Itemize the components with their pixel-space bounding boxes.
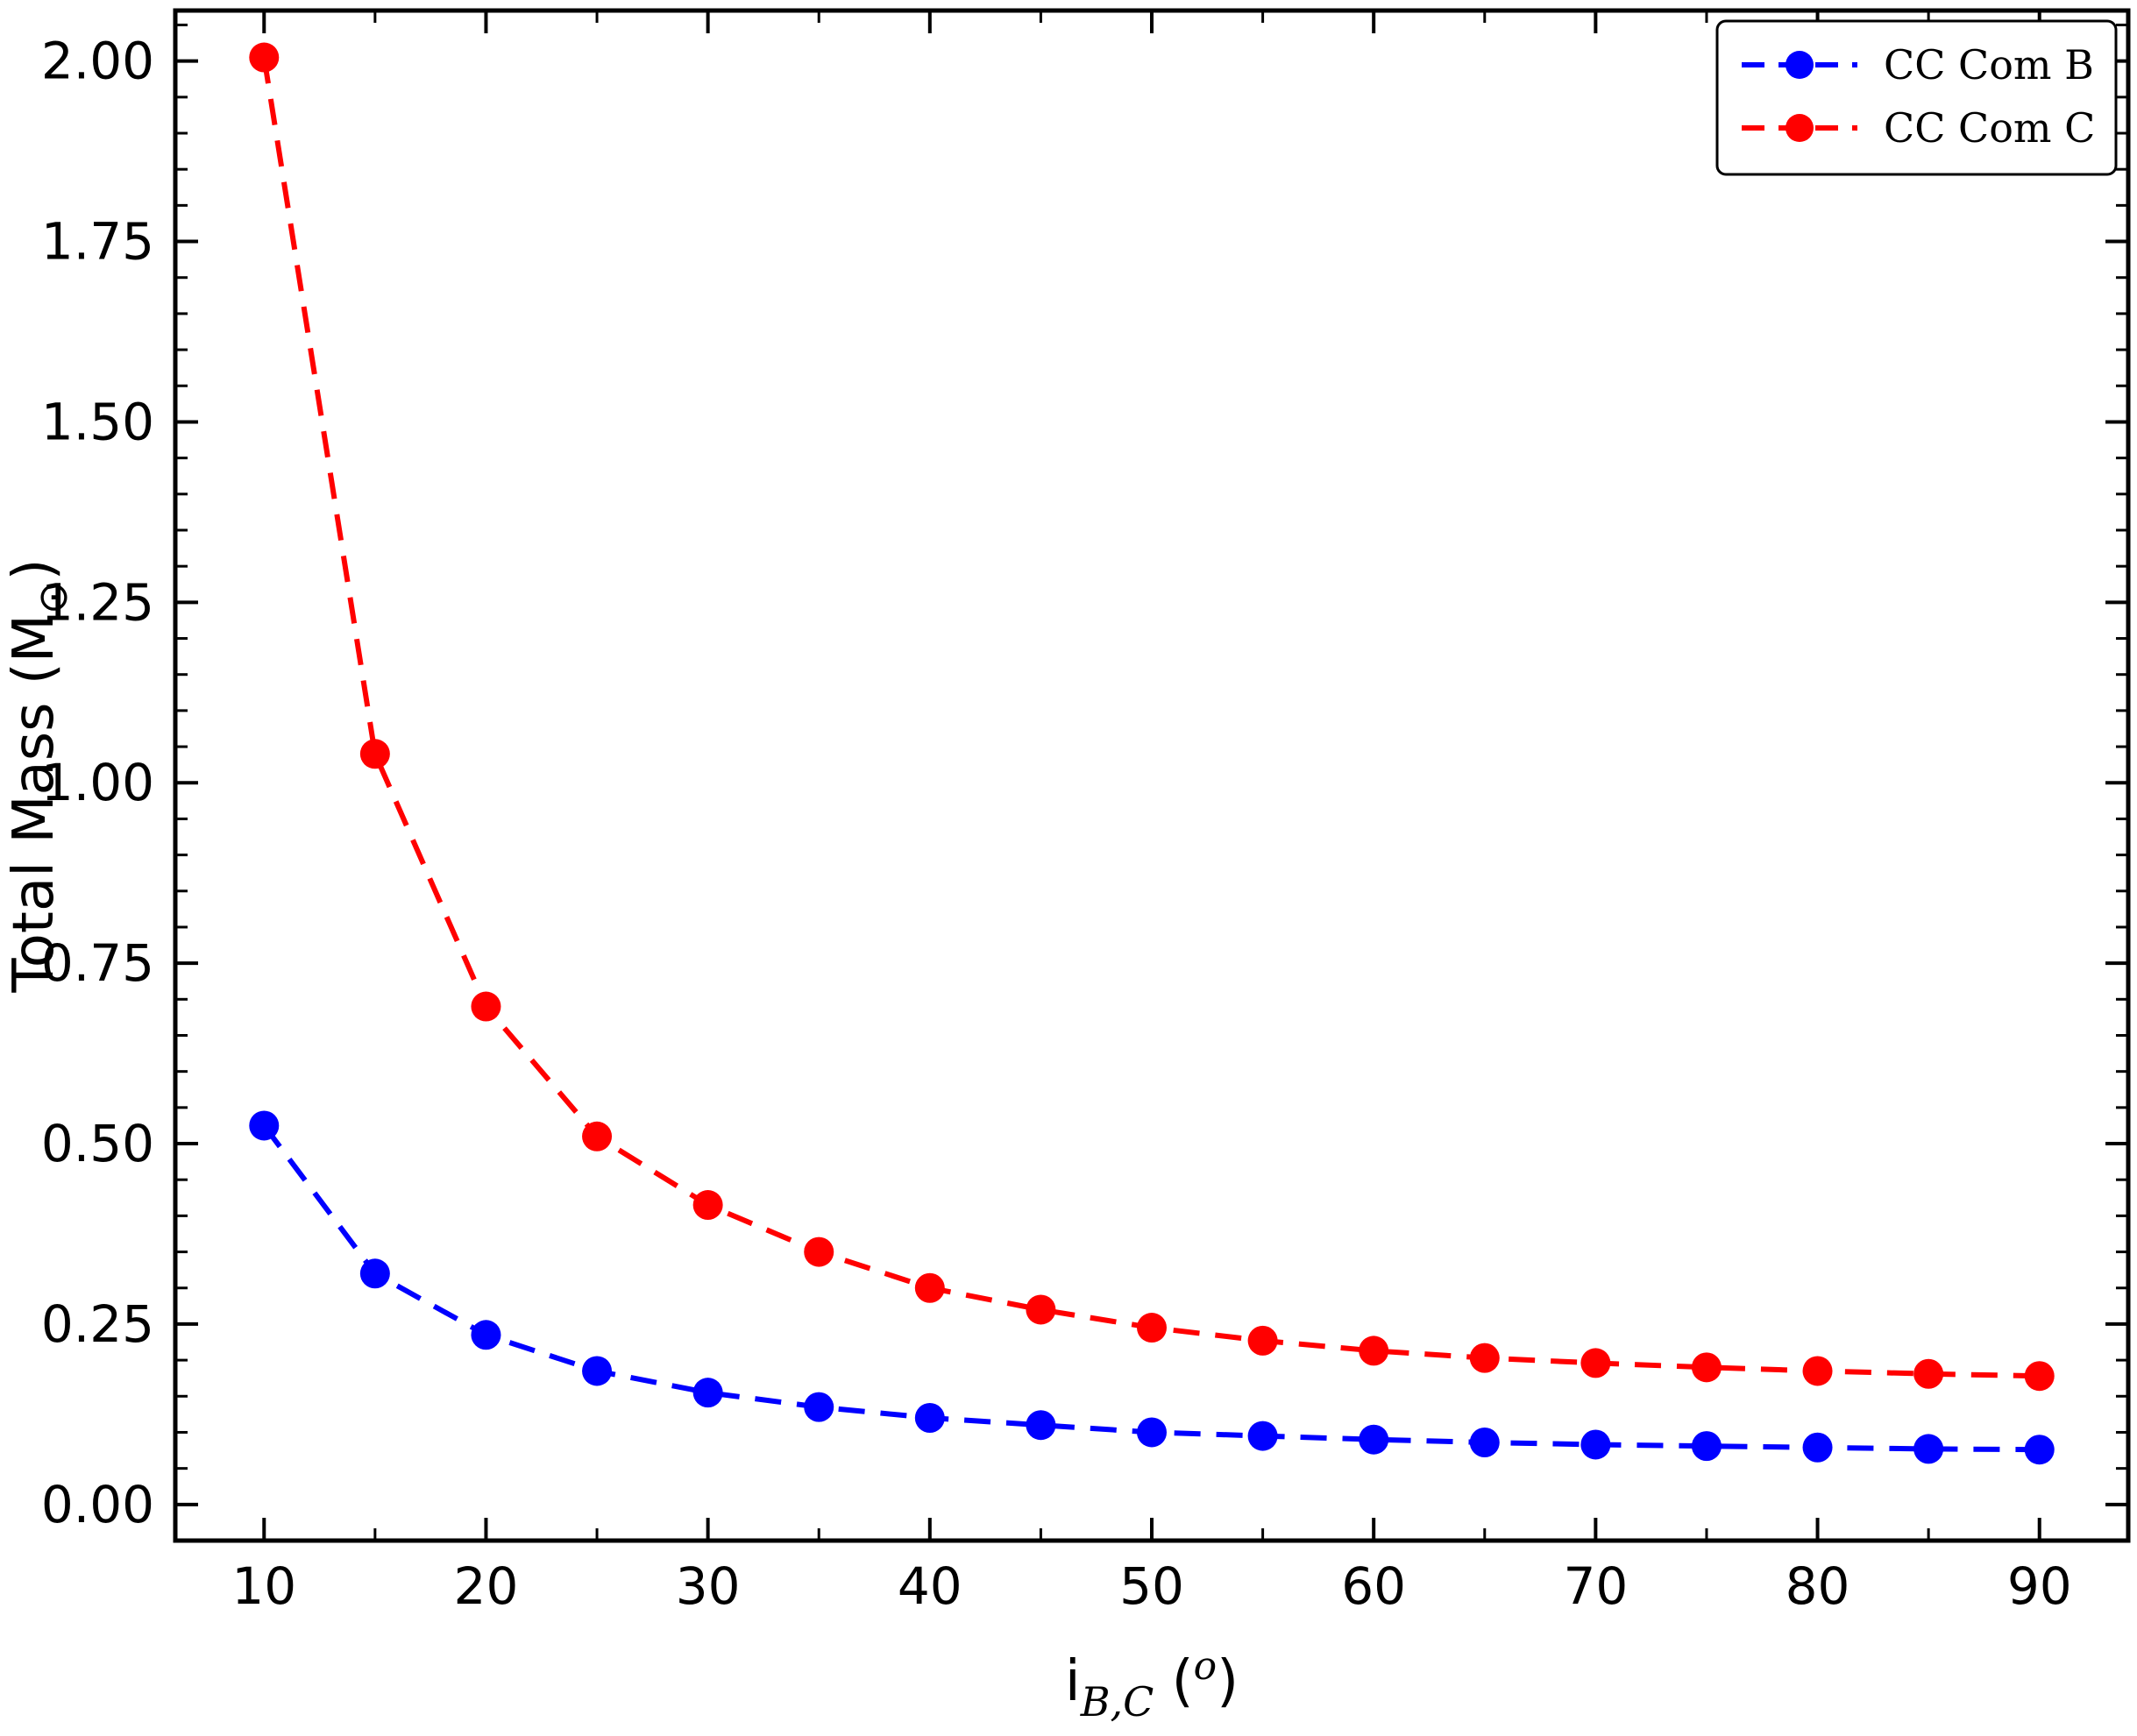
- data-point-marker: [249, 42, 280, 73]
- series-cc-com-b: [249, 1110, 2055, 1465]
- data-point-marker: [1247, 1421, 1278, 1451]
- data-point-marker: [1913, 1434, 1944, 1464]
- data-point-marker: [1137, 1313, 1167, 1343]
- y-tick-label: 1.25: [41, 572, 154, 632]
- data-point-marker: [1691, 1352, 1722, 1383]
- y-tick-label: 0.25: [41, 1294, 154, 1354]
- x-tick-label: 30: [676, 1556, 741, 1616]
- data-point-marker: [1247, 1325, 1278, 1356]
- data-point-marker: [2024, 1361, 2055, 1392]
- legend-label: CC Com C: [1884, 104, 2095, 152]
- data-point-marker: [804, 1236, 834, 1267]
- series-line: [261, 57, 2040, 1379]
- data-point-marker: [692, 1190, 723, 1221]
- x-tick-label: 80: [1786, 1556, 1850, 1616]
- data-point-marker: [1359, 1336, 1389, 1366]
- data-point-marker: [359, 739, 390, 769]
- data-point-marker: [582, 1121, 613, 1151]
- y-tick-label: 0.75: [41, 933, 154, 993]
- x-tick-label: 70: [1563, 1556, 1628, 1616]
- data-point-marker: [1580, 1348, 1611, 1378]
- legend-item-cc-com-c: CC Com C: [1742, 104, 2095, 152]
- x-tick-label: 60: [1341, 1556, 1406, 1616]
- legend-label: CC Com B: [1884, 41, 2094, 89]
- data-point-marker: [1580, 1429, 1611, 1460]
- data-point-marker: [471, 991, 501, 1022]
- data-point-marker: [582, 1356, 613, 1386]
- data-point-marker: [1137, 1417, 1167, 1448]
- legend-marker-sample: [1786, 51, 1814, 79]
- data-point-marker: [692, 1378, 723, 1408]
- data-point-marker: [359, 1258, 390, 1289]
- x-tick-label: 50: [1119, 1556, 1184, 1616]
- legend-item-cc-com-b: CC Com B: [1742, 41, 2094, 89]
- y-tick-label: 1.00: [41, 753, 154, 812]
- legend-box: [1715, 19, 2118, 176]
- data-point-marker: [1802, 1432, 1833, 1463]
- y-tick-label: 0.50: [41, 1114, 154, 1173]
- plot-frame: [173, 8, 2131, 1543]
- data-point-marker: [914, 1272, 945, 1303]
- data-point-marker: [914, 1402, 945, 1433]
- data-point-marker: [249, 1110, 280, 1141]
- axis-ticks: 10 20 30 40 50 60 70 80 90 0.00 0.25 0.50 0.75 1.00 1.…: [41, 11, 2128, 1616]
- x-tick-label: 20: [454, 1556, 519, 1616]
- x-tick-label: 40: [898, 1556, 962, 1616]
- x-tick-label: 90: [2007, 1556, 2072, 1616]
- data-point-marker: [804, 1392, 834, 1422]
- data-point-marker: [2024, 1435, 2055, 1465]
- x-axis-label: iB,C (o): [1065, 1644, 1239, 1725]
- x-tick-label: 10: [231, 1556, 296, 1616]
- data-point-marker: [1691, 1431, 1722, 1462]
- data-point-marker: [1913, 1358, 1944, 1389]
- series-cc-com-c: [249, 42, 2055, 1392]
- legend: CC Com B CC Com C: [1715, 19, 2118, 176]
- y-tick-label: 0.00: [41, 1475, 154, 1534]
- y-tick-label: 1.50: [41, 392, 154, 451]
- data-point-marker: [1469, 1427, 1500, 1457]
- data-point-marker: [471, 1320, 501, 1350]
- y-tick-label: 2.00: [41, 32, 154, 91]
- y-axis-label: Total Mass (M⊙): [2, 559, 76, 994]
- legend-marker-sample: [1786, 114, 1814, 142]
- data-point-marker: [1026, 1410, 1056, 1441]
- data-point-marker: [1026, 1294, 1056, 1325]
- y-tick-label: 1.75: [41, 212, 154, 272]
- series-line: [261, 1123, 2040, 1453]
- data-point-marker: [1802, 1356, 1833, 1386]
- data-point-marker: [1359, 1424, 1389, 1455]
- data-point-marker: [1469, 1343, 1500, 1373]
